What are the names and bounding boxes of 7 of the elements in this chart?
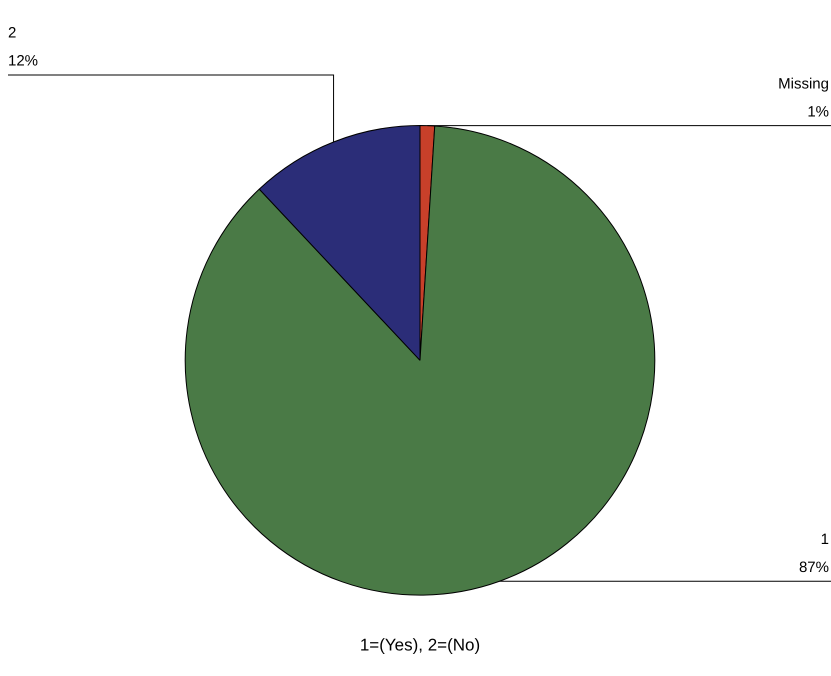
slice-label: 2 xyxy=(8,24,16,42)
slice-label: Missing xyxy=(778,75,829,92)
data-label: 1% xyxy=(807,103,829,120)
slice-label: 1 xyxy=(820,530,829,548)
text: 1=(Yes), 2=(No) xyxy=(360,635,480,654)
data-label: 87% xyxy=(798,558,829,576)
data-label: 12% xyxy=(8,52,38,70)
